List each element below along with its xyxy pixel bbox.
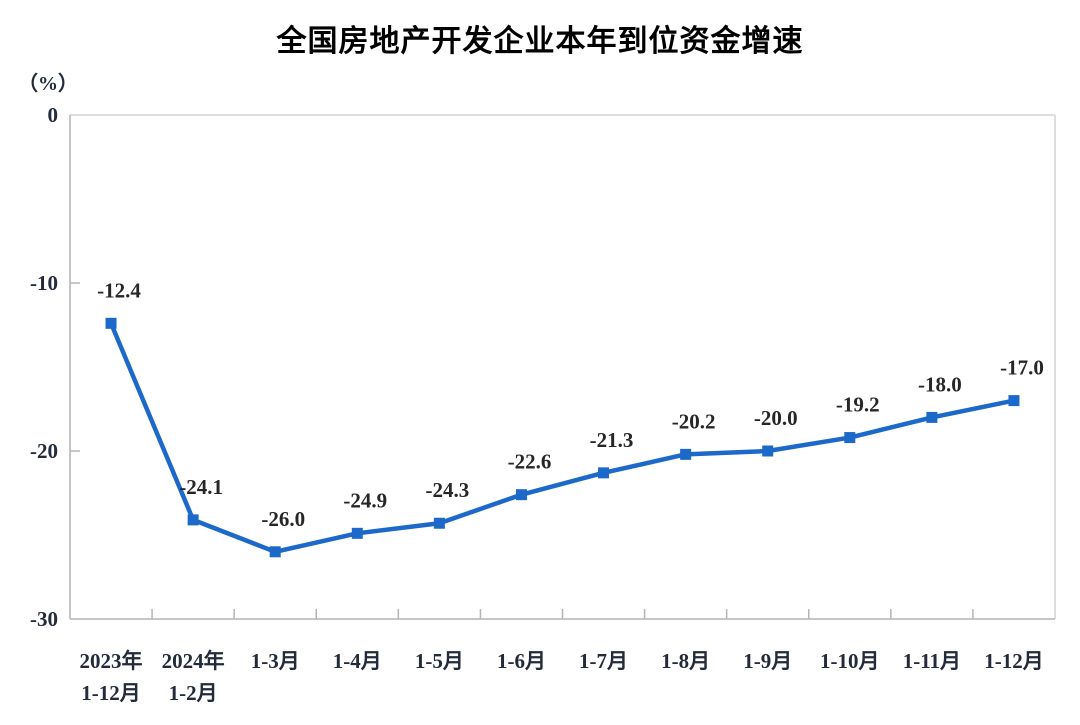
data-point-label: -22.6 (508, 450, 552, 474)
x-category-label: 1-10月 (820, 649, 880, 673)
data-point-marker (762, 445, 774, 457)
data-point-marker (598, 467, 610, 479)
data-point-marker (926, 411, 938, 423)
data-point-label: -20.2 (672, 409, 716, 433)
x-category-label: 1-12月 (984, 649, 1044, 673)
x-category-label: 2023年 (80, 649, 143, 673)
x-category-label: 1-11月 (903, 649, 961, 673)
data-point-marker (515, 489, 527, 501)
data-point-label: -12.4 (97, 278, 141, 302)
y-tick-label: 0 (48, 103, 59, 127)
data-point-label: -24.9 (343, 488, 387, 512)
data-point-marker (433, 517, 445, 529)
x-category-label: 1-8月 (661, 649, 710, 673)
data-point-label: -26.0 (261, 507, 305, 531)
data-point-label: -24.3 (426, 478, 470, 502)
data-point-label: -17.0 (1000, 356, 1044, 380)
trend-line (108, 321, 1017, 555)
data-point-label: -20.0 (754, 406, 798, 430)
x-category-label: 1-12月 (81, 681, 141, 705)
x-category-label: 1-3月 (251, 649, 300, 673)
x-category-label: 1-6月 (497, 649, 546, 673)
data-point-label: -19.2 (836, 393, 880, 417)
y-tick-label: -10 (30, 271, 58, 295)
x-category-label: 1-9月 (743, 649, 792, 673)
chart-title: 全国房地产开发企业本年到位资金增速 (276, 25, 804, 58)
data-point-marker (187, 514, 199, 526)
data-point-label: -24.1 (179, 475, 223, 499)
data-point-marker (351, 527, 363, 539)
x-category-label: 1-2月 (169, 681, 218, 705)
x-category-label: 2024年 (162, 649, 225, 673)
data-point-marker (1008, 395, 1020, 407)
data-point-marker (680, 448, 692, 460)
x-category-label: 1-7月 (579, 649, 628, 673)
data-point-marker (844, 432, 856, 444)
data-point-label: -18.0 (918, 372, 962, 396)
x-category-label: 1-5月 (415, 649, 464, 673)
data-point-label: -21.3 (590, 428, 634, 452)
y-tick-label: -30 (30, 607, 58, 631)
data-point-marker (105, 317, 117, 329)
y-axis-unit-label: （%） (18, 72, 78, 95)
y-tick-label: -20 (30, 439, 58, 463)
x-category-label: 1-4月 (333, 649, 382, 673)
data-point-marker (269, 546, 281, 558)
